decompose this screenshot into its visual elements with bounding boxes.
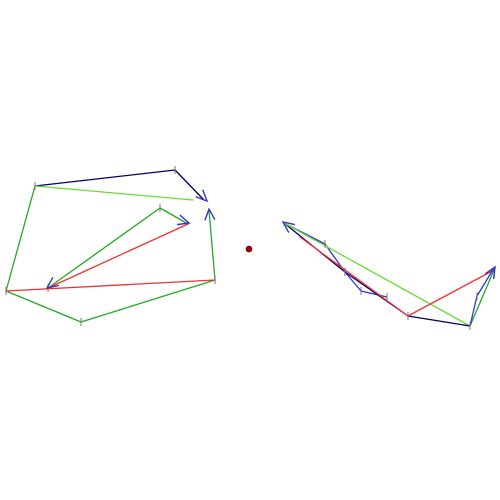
segment-R-green-long — [283, 222, 471, 327]
segment-L-right-edge — [208, 209, 216, 281]
segment-R-blue-5 — [469, 295, 478, 327]
segment-L-bottom-1 — [5, 290, 82, 323]
arrow-left-top-arrowhead — [195, 189, 209, 203]
segment-L-red-long — [5, 279, 216, 292]
segment-R-blue-4 — [360, 290, 388, 298]
segment-R-red-1 — [299, 236, 409, 317]
center-point-dot — [245, 245, 253, 253]
segment-L-inner-green-2 — [159, 207, 189, 225]
arrow-right-start-arrowhead — [281, 220, 295, 233]
segment-R-blue-3 — [344, 271, 362, 292]
center-point-layer — [245, 245, 253, 253]
segment-L-left-outer — [5, 185, 36, 292]
segment-L-top-dark-2 — [174, 169, 204, 200]
segment-L-bottom-2 — [80, 279, 216, 323]
segment-L-red-inner — [47, 223, 189, 289]
arrow-left-right-edge-arrowhead — [204, 207, 216, 221]
segment-L-top-green — [34, 185, 194, 201]
segment-R-navy-3 — [407, 315, 471, 327]
segment-R-blue-6 — [476, 267, 495, 297]
arrow-left-inner-arrowhead — [176, 214, 191, 226]
arrow-left-low-arrowhead — [45, 277, 59, 290]
segment-L-inner-green-1 — [47, 207, 161, 289]
arrow-right-end-arrowhead — [484, 265, 496, 280]
arrowhead-layer — [45, 189, 496, 290]
segment-R-red-2 — [407, 269, 495, 317]
segment-layer — [5, 169, 495, 327]
segment-L-top-dark — [34, 169, 176, 187]
tick-layer — [5, 166, 478, 330]
segment-R-green-up — [469, 269, 495, 327]
